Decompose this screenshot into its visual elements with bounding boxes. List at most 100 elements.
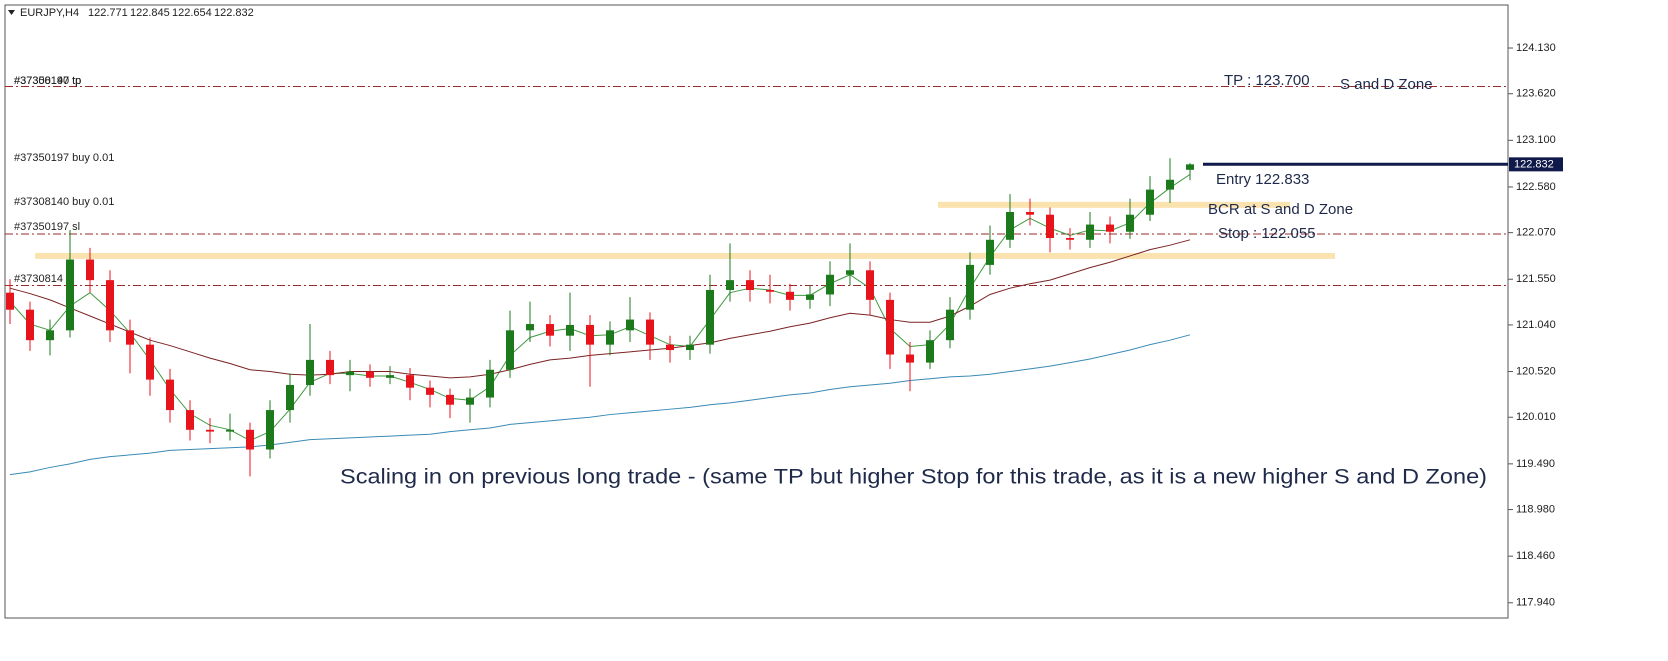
candle-body xyxy=(1186,164,1194,170)
y-tick-label: 124.130 xyxy=(1516,42,1556,54)
annotation: TP : 123.700 xyxy=(1224,72,1310,89)
ohlc-open: 122.771 xyxy=(88,7,128,19)
candle-body xyxy=(826,274,834,295)
candle-body xyxy=(286,384,294,411)
candle-body xyxy=(246,429,254,450)
candle-body xyxy=(306,359,314,385)
candle-body xyxy=(1066,238,1074,240)
annotation: S and D Zone xyxy=(1340,76,1433,93)
candle-body xyxy=(726,280,734,290)
candle-body xyxy=(526,324,534,331)
price-box-label: 122.832 xyxy=(1514,158,1554,170)
candle-body xyxy=(1106,224,1114,232)
candle-body xyxy=(1146,189,1154,215)
candle-body xyxy=(146,344,154,380)
candle-body xyxy=(846,270,854,275)
ohlc-high: 122.845 xyxy=(130,7,170,19)
moving-average xyxy=(9,334,1191,476)
order-label: #37308140 tp xyxy=(14,75,81,87)
y-tick-label: 121.550 xyxy=(1516,273,1556,285)
candle-body xyxy=(6,292,14,310)
moving-average xyxy=(9,239,1191,379)
collapse-arrow[interactable] xyxy=(8,10,15,15)
annotation: BCR at S and D Zone xyxy=(1208,201,1353,218)
candle-body xyxy=(446,394,454,405)
candle-body xyxy=(406,375,414,388)
candle-body xyxy=(386,375,394,378)
candle-body xyxy=(1006,212,1014,240)
candle-body xyxy=(1126,214,1134,232)
candle-body xyxy=(566,324,574,336)
candle-body xyxy=(606,330,614,345)
sd-zone xyxy=(938,201,1290,208)
marks xyxy=(5,86,1508,477)
candle-body xyxy=(946,309,954,341)
candle-body xyxy=(346,371,354,376)
candle-body xyxy=(646,319,654,345)
candle-body xyxy=(46,330,54,341)
candle-body xyxy=(486,369,494,398)
plot-frame xyxy=(4,4,1509,619)
y-tick-label: 117.940 xyxy=(1516,597,1555,609)
candle-body xyxy=(1026,212,1034,215)
annotation: Stop : 122.055 xyxy=(1218,225,1316,242)
candle-body xyxy=(86,259,94,281)
candle-body xyxy=(786,291,794,300)
candle-body xyxy=(766,289,774,292)
y-tick-label: 122.580 xyxy=(1516,181,1556,193)
candle-body xyxy=(626,319,634,331)
candle-body xyxy=(706,289,714,345)
order-label: #37350197 buy 0.01 xyxy=(14,152,114,164)
candle-body xyxy=(106,280,114,331)
candle-body xyxy=(906,354,914,363)
candle-body xyxy=(966,264,974,310)
order-label: #37350197 sl xyxy=(14,221,80,233)
candle-body xyxy=(1166,179,1174,190)
candle-body xyxy=(466,397,474,405)
candle-body xyxy=(686,344,694,351)
candle-body xyxy=(186,410,194,430)
sd-zone xyxy=(35,252,1335,259)
annotation-main: Scaling in on previous long trade - (sam… xyxy=(340,466,1487,489)
candle-body xyxy=(746,280,754,290)
candle-body xyxy=(66,259,74,331)
price-box xyxy=(1509,157,1563,172)
candle-body xyxy=(26,309,34,341)
y-tick-label: 121.040 xyxy=(1516,319,1556,331)
candle-body xyxy=(886,299,894,355)
order-label: #37350197 tp xyxy=(14,75,81,87)
candle-body xyxy=(126,330,134,345)
candle-body xyxy=(926,340,934,363)
y-tick-label: 123.620 xyxy=(1516,88,1556,100)
candle-body xyxy=(1046,214,1054,239)
y-tick-label: 120.520 xyxy=(1516,365,1556,377)
candle-body xyxy=(366,371,374,378)
candle-body xyxy=(226,429,234,432)
ohlc-close: 122.832 xyxy=(214,7,254,19)
symbol: EURJPY,H4 xyxy=(20,7,79,19)
annotation: Entry 122.833 xyxy=(1216,171,1309,188)
order-label: #37308140 buy 0.01 xyxy=(14,196,114,208)
candle-body xyxy=(546,324,554,336)
ohlc-low: 122.654 xyxy=(172,7,212,19)
y-tick-label: 118.980 xyxy=(1516,503,1555,515)
candle-body xyxy=(206,429,214,432)
candle-body xyxy=(506,330,514,370)
candle-body xyxy=(866,270,874,300)
candle-body xyxy=(806,294,814,300)
candle-body xyxy=(166,379,174,411)
candle-body xyxy=(266,410,274,450)
candle-body xyxy=(1086,224,1094,240)
y-tick-label: 122.070 xyxy=(1516,227,1556,239)
candle-body xyxy=(326,359,334,376)
candle-body xyxy=(666,344,674,351)
candle-body xyxy=(426,387,434,395)
y-tick-label: 118.460 xyxy=(1516,550,1555,562)
y-tick-label: 120.010 xyxy=(1516,411,1556,423)
candle-body xyxy=(586,324,594,345)
y-tick-label: 123.100 xyxy=(1516,134,1556,146)
order-label: #3730814 xyxy=(14,273,63,285)
y-tick-label: 119.490 xyxy=(1516,458,1555,470)
candle-body xyxy=(986,239,994,265)
